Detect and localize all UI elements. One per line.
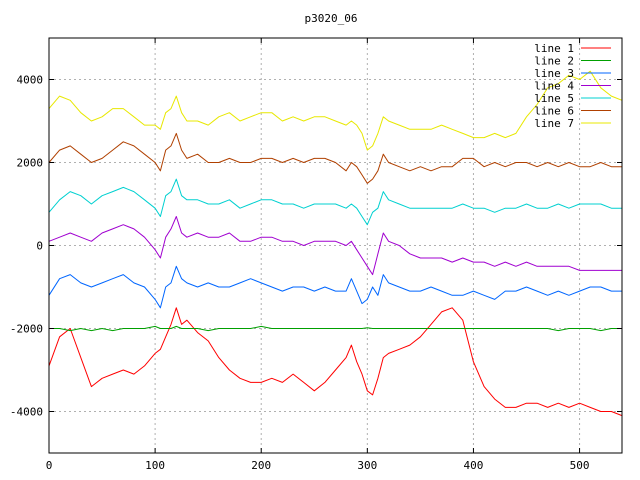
y-tick-label: -2000	[10, 323, 43, 336]
legend-label: line 4	[534, 80, 574, 93]
chart-title: p3020_06	[305, 12, 358, 25]
legend-label: line 6	[534, 105, 574, 118]
x-tick-label: 400	[464, 459, 484, 472]
legend-label: line 2	[534, 55, 574, 68]
series-line-7	[48, 70, 623, 151]
y-tick-label: 4000	[17, 74, 44, 87]
x-tick-label: 200	[251, 459, 271, 472]
series-line-6	[48, 132, 622, 184]
series-line-4	[48, 216, 622, 276]
y-tick-label: 0	[36, 240, 43, 253]
legend-label: line 7	[534, 117, 574, 130]
axes: 0 100 200 300 400 500 -4000 -2000 0 2000 4000	[10, 38, 622, 472]
plot-area	[48, 70, 623, 417]
legend-label: line 1	[534, 42, 574, 55]
x-tick-label: 0	[46, 459, 53, 472]
legend-label: line 5	[534, 92, 574, 105]
x-tick-label: 500	[570, 459, 590, 472]
series-line-1	[48, 307, 623, 417]
y-tick-label: -4000	[10, 406, 43, 419]
y-tick-label: 2000	[17, 157, 44, 170]
series-line-2	[49, 325, 622, 332]
series-line-5	[48, 178, 622, 226]
x-tick-label: 100	[145, 459, 165, 472]
series-line-3	[48, 265, 622, 309]
x-tick-label: 300	[357, 459, 377, 472]
legend-label: line 3	[534, 67, 574, 80]
plot-frame	[48, 37, 623, 454]
